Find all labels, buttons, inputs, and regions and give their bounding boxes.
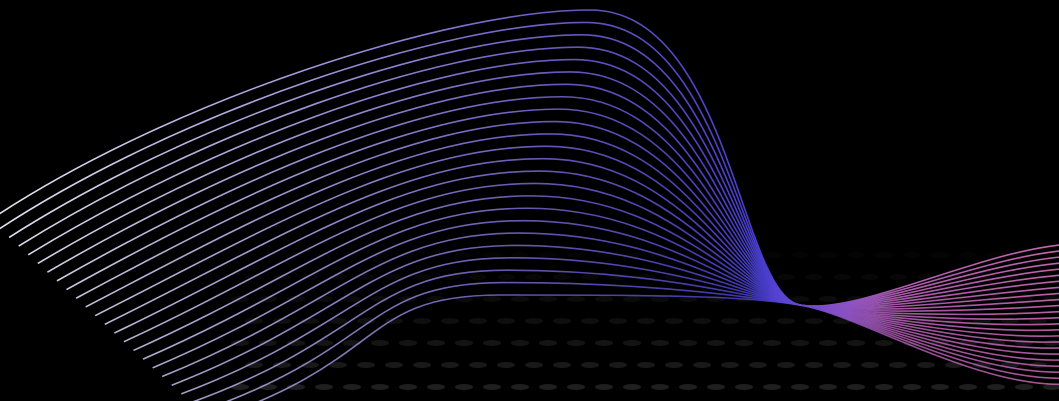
wave-line [66, 108, 1059, 309]
wave-line [8, 33, 1059, 307]
wave-line [181, 257, 1059, 395]
texture-fade [0, 200, 1059, 401]
wave-line [171, 244, 1059, 386]
wave-line [27, 58, 1059, 308]
wave-line [18, 46, 1059, 308]
wave-line [94, 145, 1059, 317]
wave-line [0, 21, 1059, 307]
wave-lines [0, 9, 1059, 401]
wave-line [123, 182, 1059, 343]
wave-line [0, 9, 1059, 307]
wave-line [37, 71, 1059, 308]
wave-line [56, 95, 1059, 309]
wave-line [161, 232, 1059, 378]
wave-line [226, 281, 1059, 401]
wave-line [133, 195, 1059, 352]
wave-line [258, 294, 1059, 401]
wave-line [152, 219, 1059, 369]
wave-line [142, 207, 1059, 360]
wave-line [75, 120, 1059, 310]
wave-line [104, 157, 1059, 326]
wave-line [114, 170, 1059, 334]
wave-line [192, 269, 1059, 401]
wave-line [46, 83, 1059, 308]
wave-line [85, 133, 1059, 312]
